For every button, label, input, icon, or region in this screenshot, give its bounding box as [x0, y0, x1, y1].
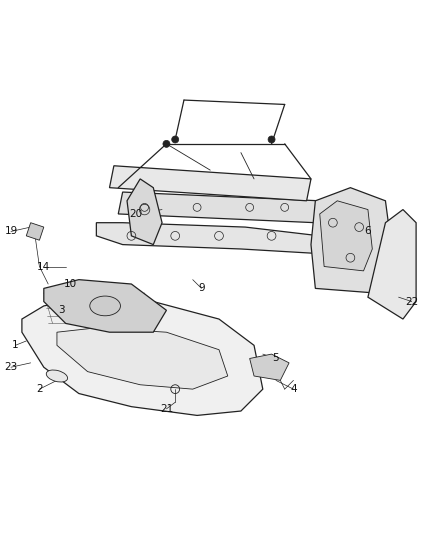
- Polygon shape: [127, 179, 162, 245]
- Polygon shape: [118, 192, 320, 223]
- Text: 3: 3: [58, 305, 65, 316]
- Text: 10: 10: [64, 279, 77, 289]
- Text: 19: 19: [4, 227, 18, 237]
- Polygon shape: [57, 328, 228, 389]
- Polygon shape: [26, 223, 44, 240]
- Polygon shape: [110, 166, 311, 201]
- Polygon shape: [44, 280, 166, 332]
- Text: 20: 20: [129, 209, 142, 219]
- Ellipse shape: [90, 296, 120, 316]
- Text: 23: 23: [4, 362, 18, 372]
- Text: 14: 14: [37, 262, 50, 271]
- Circle shape: [172, 136, 179, 143]
- Polygon shape: [22, 297, 263, 415]
- Polygon shape: [368, 209, 416, 319]
- Circle shape: [268, 136, 275, 143]
- Polygon shape: [311, 188, 394, 293]
- Text: 5: 5: [272, 353, 279, 364]
- Text: 9: 9: [198, 284, 205, 293]
- Text: 22: 22: [405, 296, 418, 306]
- Text: 2: 2: [36, 384, 43, 394]
- Polygon shape: [250, 354, 289, 381]
- Polygon shape: [96, 223, 320, 253]
- Text: 6: 6: [364, 227, 371, 237]
- Text: 4: 4: [290, 384, 297, 394]
- Circle shape: [163, 140, 170, 147]
- Polygon shape: [320, 201, 372, 271]
- Text: 1: 1: [12, 341, 19, 350]
- Ellipse shape: [46, 370, 67, 382]
- Text: 21: 21: [160, 404, 173, 414]
